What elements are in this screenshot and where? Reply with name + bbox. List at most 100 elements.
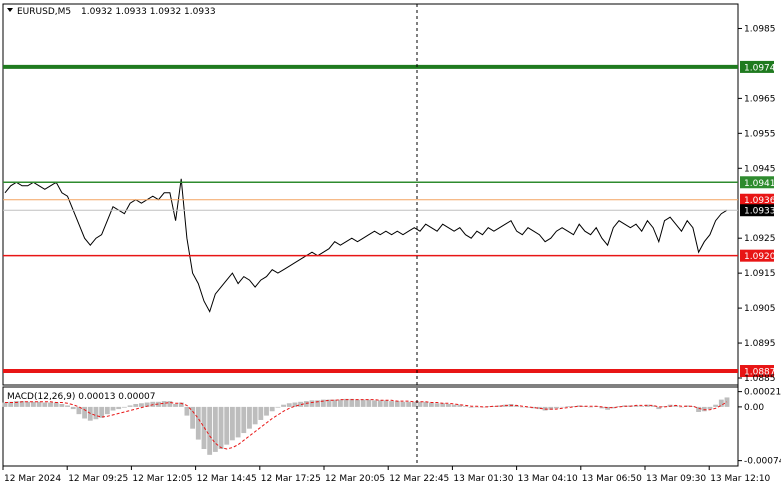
chevron-down-icon[interactable] (7, 8, 13, 12)
macd-histogram-bar (446, 403, 451, 407)
level-tag-label: 1.0941 (744, 179, 776, 189)
price-tick-label: 1.0895 (744, 339, 776, 349)
macd-histogram-bar (571, 406, 576, 407)
macd-tick-label: -0.00074 (744, 457, 781, 467)
macd-histogram-bar (377, 400, 383, 407)
macd-histogram-bar (525, 406, 531, 408)
level-tag-label: 1.0933 (744, 207, 776, 217)
macd-histogram-bar (303, 401, 309, 407)
time-tick-label: 12 Mar 20:05 (325, 474, 385, 484)
macd-histogram-bar (554, 406, 559, 409)
time-tick-label: 12 Mar 12:05 (132, 474, 192, 484)
macd-histogram-bar (252, 406, 258, 425)
time-tick-label: 13 Mar 01:30 (453, 474, 513, 484)
macd-histogram-bar (565, 406, 571, 407)
macd-tick-label: 0.00021 (744, 388, 781, 398)
macd-histogram-bar (394, 401, 400, 407)
macd-histogram-bar (241, 406, 247, 434)
price-tick-label: 1.0985 (744, 24, 776, 34)
macd-histogram-bar (320, 399, 326, 407)
macd-histogram-bar (360, 399, 366, 407)
macd-histogram-bar (207, 406, 213, 455)
level-tag (740, 249, 774, 262)
level-tag-label: 1.0936 (744, 196, 776, 206)
macd-histogram-bar (42, 402, 48, 407)
macd-histogram-bar (349, 398, 355, 407)
time-tick-label: 13 Mar 06:50 (582, 474, 642, 484)
macd-histogram-bar (605, 406, 611, 410)
macd-histogram-bar (264, 406, 269, 416)
macd-histogram-bar (417, 401, 423, 407)
macd-histogram-bar (588, 406, 593, 408)
time-axis: 12 Mar 2024 12 Mar 09:25 12 Mar 12:05 12 Ma… (2, 466, 771, 484)
macd-histogram-bar (633, 405, 639, 407)
macd-histogram-bar (559, 406, 565, 408)
macd-histogram-bar (411, 401, 417, 407)
level-tag-label: 1.0920 (744, 252, 776, 262)
price-panel (4, 178, 728, 313)
macd-histogram-bar (133, 403, 139, 407)
macd-histogram-bar (718, 399, 724, 407)
macd-histogram-bar (400, 401, 406, 407)
macd-histogram-bar (167, 401, 173, 407)
macd-histogram-bar (485, 406, 491, 407)
macd-histogram-bar (531, 406, 537, 409)
macd-histogram-bar (434, 403, 440, 407)
macd-histogram-bar (212, 406, 218, 452)
macd-histogram-bar (8, 401, 14, 407)
macd-histogram-bar (440, 403, 446, 407)
macd-histogram-bar (338, 399, 343, 407)
time-tick-label: 12 Mar 14:45 (197, 474, 257, 484)
macd-label: MACD(12,26,9) 0.00013 0.00007 (7, 392, 156, 402)
macd-histogram-bar (76, 406, 82, 415)
macd-histogram-bar (48, 402, 53, 407)
macd-histogram-bar (184, 406, 190, 416)
macd-histogram-bar (309, 400, 315, 407)
macd-histogram-bar (616, 406, 622, 407)
macd-histogram-bar (684, 405, 690, 407)
macd-histogram-bar (536, 406, 542, 410)
macd-histogram-bar (99, 406, 105, 418)
time-tick-label: 12 Mar 2024 (4, 474, 61, 484)
price-tick-label: 1.0925 (744, 234, 776, 244)
macd-histogram-bar (247, 406, 252, 429)
macd-histogram-bar (156, 401, 161, 407)
macd-histogram-bar (389, 401, 394, 407)
macd-histogram-bar (93, 406, 99, 420)
macd-histogram-bar (173, 403, 178, 407)
macd-histogram-bar (281, 404, 286, 407)
macd-histogram-bar (2, 402, 8, 407)
macd-histogram-bar (474, 406, 480, 408)
macd-histogram-bar (696, 406, 701, 412)
macd-histogram-bar (235, 406, 241, 438)
time-tick-label: 13 Mar 09:30 (646, 474, 706, 484)
level-tag (740, 60, 774, 73)
ohlc-readout: 1.0932 1.0933 1.0932 1.0933 (81, 7, 216, 17)
macd-panel: 0.00021 0.00 -0.00074 (2, 388, 781, 467)
macd-histogram-bar (190, 406, 196, 429)
level-tag (740, 176, 774, 189)
macd-histogram-bar (195, 406, 201, 440)
macd-histogram-bar (144, 402, 150, 407)
macd-histogram-bar (457, 404, 463, 407)
macd-histogram-bar (178, 402, 184, 407)
macd-histogram-bar (610, 406, 616, 409)
macd-histogram-bar (650, 405, 656, 407)
macd-histogram-bar (690, 406, 696, 407)
macd-histogram-bar (428, 402, 434, 407)
macd-histogram-bar (229, 406, 235, 441)
macd-histogram-bar (104, 406, 110, 415)
time-tick-label: 12 Mar 22:45 (389, 474, 449, 484)
macd-histogram-bar (59, 403, 65, 407)
macd-histogram-bar (451, 404, 457, 407)
price-panel-frame (2, 3, 739, 386)
macd-histogram-bar (82, 406, 88, 419)
price-tick-label: 1.0915 (744, 269, 776, 279)
macd-histogram-bar (707, 406, 713, 410)
macd-histogram-bar (514, 405, 520, 407)
macd-histogram-bar (110, 406, 116, 411)
macd-histogram-bar (491, 406, 497, 407)
macd-histogram-bar (269, 406, 275, 412)
